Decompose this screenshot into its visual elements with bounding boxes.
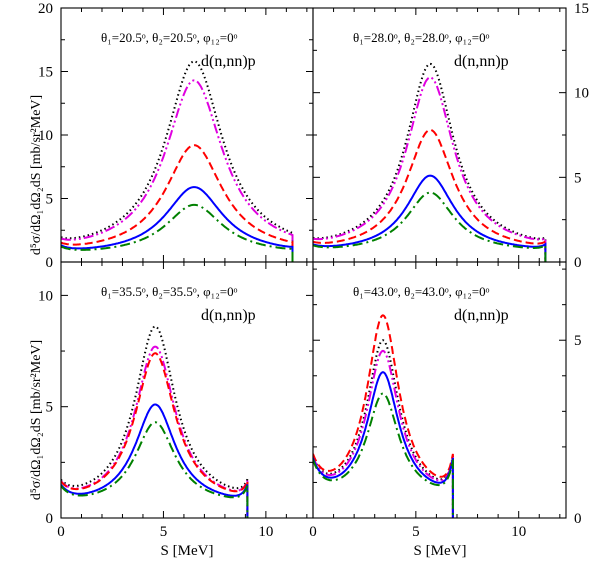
y-tick-label: 5 [574, 333, 582, 349]
series-line-dashed [313, 314, 454, 518]
series-line-dashed [61, 352, 249, 518]
x-tick-label: 5 [160, 524, 168, 540]
series-line-dash-dot-dot [61, 79, 294, 262]
series-line-dashed [61, 144, 294, 262]
series-line-solid [313, 371, 454, 518]
panel-annotation: θ₁=35.5ᵒ, θ₂=35.5ᵒ, φ₁₂=0ᵒ [101, 284, 238, 299]
series-line-dash-dot-dot [313, 76, 547, 262]
x-tick-label: 10 [511, 524, 526, 540]
panel-bottom-right: 0 5 10 0 5 θ₁=43.0ᵒ, θ₂=43.0ᵒ, φ₁₂=0ᵒ d(n,nn)p [309, 261, 582, 540]
panel-annotation: θ₁=28.0ᵒ, θ₂=28.0ᵒ, φ₁₂=0ᵒ [353, 30, 490, 45]
panels-layer: 0 5 10 15 20 θ₁=20.5ᵒ, θ₂=20.5ᵒ, φ₁₂=0ᵒ d(n,nn… [38, 1, 589, 540]
x-tick-label: 0 [309, 524, 317, 540]
series-line-dash-dot-dot [61, 345, 249, 518]
series-line-dash-dot [313, 191, 547, 262]
series-line-solid [313, 174, 547, 262]
panel-frame [312, 261, 567, 519]
y-tick-label: 15 [38, 65, 53, 81]
x-axis-label-left: S [MeV] [161, 543, 214, 559]
series-line-dash-dot [61, 203, 294, 262]
panel-top-right: 0 5 10 15 θ₁=28.0ᵒ, θ₂=28.0ᵒ, φ₁₂=0ᵒ d(n,nn)p [312, 1, 589, 271]
series-line-dashed [313, 128, 547, 262]
y-axis-label-bottom: d⁵σ/dΩ₁dΩ₂dS [mb/sr²MeV] [29, 340, 44, 500]
panel-reaction-label: d(n,nn)p [201, 53, 256, 70]
x-tick-label: 10 [258, 524, 273, 540]
y-tick-label: 5 [574, 170, 582, 186]
panel-annotation: θ₁=43.0ᵒ, θ₂=43.0ᵒ, φ₁₂=0ᵒ [353, 284, 490, 299]
series-line-dash-dot [313, 392, 454, 518]
y-tick-label: 15 [574, 1, 589, 17]
series-line-solid [61, 403, 249, 518]
panel-annotation: θ₁=20.5ᵒ, θ₂=20.5ᵒ, φ₁₂=0ᵒ [101, 30, 238, 45]
panel-frame [312, 7, 567, 263]
series-line-dash-dot-dot [313, 349, 454, 518]
series-line-dotted [313, 339, 454, 518]
panel-reaction-label: d(n,nn)p [201, 307, 256, 324]
y-tick-label: 0 [574, 255, 582, 271]
y-tick-label: 10 [38, 128, 53, 144]
series-line-dotted [61, 325, 249, 518]
y-tick-label: 10 [38, 288, 53, 304]
x-tick-label: 5 [412, 524, 420, 540]
panel-reaction-label: d(n,nn)p [454, 53, 509, 70]
y-tick-label: 0 [46, 511, 54, 527]
y-axis-label-top: d⁵σ/dΩ₁dΩ₂dS [mb/sr²MeV] [29, 95, 44, 255]
panel-bottom-left: 0 5 10 0 5 10 θ₁=35.5ᵒ, θ₂=35.5ᵒ, φ₁₂=0ᵒ d(n,nn… [38, 261, 314, 540]
y-tick-label: 0 [574, 511, 582, 527]
x-axis-label-right: S [MeV] [414, 543, 467, 559]
series-line-dotted [61, 60, 294, 262]
y-tick-label: 10 [574, 86, 589, 102]
series-line-solid [61, 186, 294, 262]
panel-top-left: 0 5 10 15 20 θ₁=20.5ᵒ, θ₂=20.5ᵒ, φ₁₂=0ᵒ d(n,nn… [38, 1, 314, 271]
x-tick-label: 0 [57, 524, 65, 540]
series-line-dash-dot [61, 421, 249, 518]
y-tick-label: 0 [46, 255, 54, 271]
panel-reaction-label: d(n,nn)p [454, 307, 509, 324]
y-tick-label: 5 [46, 192, 54, 208]
y-tick-label: 20 [38, 1, 53, 17]
y-tick-label: 5 [46, 400, 54, 416]
